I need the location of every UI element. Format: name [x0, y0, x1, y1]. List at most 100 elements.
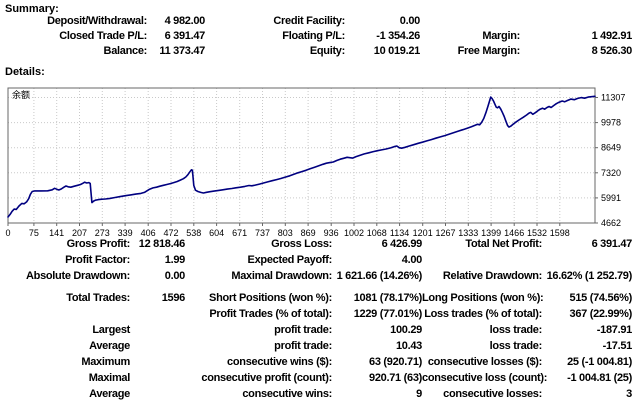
stat-value: 11 373.47 — [159, 45, 205, 57]
stat-value: 1081 (78.17%) — [353, 292, 423, 304]
stat-value — [130, 338, 185, 354]
stat-label: Total Net Profit: — [465, 238, 542, 250]
stat-label: Maximal Drawdown: — [231, 270, 332, 282]
balance-line — [7, 95, 596, 218]
x-tick-label: 1068 — [367, 228, 387, 238]
stat-value — [130, 354, 185, 370]
stat-label: loss trade: — [489, 340, 543, 352]
stat-label: Profit Trades (% of total): — [209, 308, 332, 320]
stat-value: 25 (-1 004.81) — [567, 356, 632, 368]
x-tick-label: 1267 — [435, 228, 455, 238]
stat-label: Total Trades: — [66, 292, 130, 304]
stat-value — [520, 14, 632, 29]
stat-value: 1 492.91 — [591, 30, 633, 42]
x-tick-label: 1201 — [413, 228, 433, 238]
stat-value: 4.00 — [401, 254, 423, 266]
stat-label: Average — [89, 388, 130, 400]
x-tick-label: 1002 — [344, 228, 364, 238]
x-tick-label: 472 — [163, 228, 178, 238]
stat-value: -1 354.26 — [376, 30, 420, 42]
stat-value: 16.62% (1 252.79) — [546, 270, 633, 282]
stat-label: Credit Facility: — [273, 15, 345, 27]
stat-value: 1229 (77.01%) — [353, 308, 423, 320]
stat-label: loss trade: — [489, 324, 543, 336]
table-row: Deposit/Withdrawal: 4 982.00 Credit Facili… — [0, 14, 632, 29]
stat-label: Maximum — [81, 356, 130, 368]
stat-label: Largest — [92, 324, 130, 336]
stat-label: Deposit/Withdrawal: — [47, 15, 147, 27]
stat-label: Gross Profit: — [66, 238, 131, 250]
y-tick-label: 11307 — [601, 93, 625, 103]
x-tick-label: 1333 — [458, 228, 478, 238]
stat-value: 6 391.47 — [164, 30, 206, 42]
table-row: Gross Profit: 12 818.46 Gross Loss: 6 426.9… — [0, 236, 633, 252]
chart-legend-label: 余额 — [12, 89, 30, 100]
x-tick-label: 207 — [72, 228, 87, 238]
x-tick-label: 1134 — [390, 228, 409, 238]
table-row: Closed Trade P/L: 6 391.47 Floating P/L: -1… — [0, 29, 632, 44]
x-tick-label: 1598 — [550, 228, 570, 238]
stat-value — [130, 322, 185, 338]
y-tick-label: 5991 — [601, 193, 621, 203]
x-tick-label: 671 — [232, 228, 247, 238]
stat-label: Equity: — [309, 45, 345, 57]
y-tick-label: 7320 — [601, 168, 621, 178]
x-tick-label: 406 — [141, 228, 156, 238]
table-row: Profit Factor: 1.99 Expected Payoff: 4.00 — [0, 252, 632, 268]
table-row: Average consecutive wins: 9 consecutive los… — [0, 386, 632, 402]
details-table: Gross Profit: 12 818.46 Gross Loss: 6 426.9… — [0, 236, 632, 402]
stat-label: profit trade: — [274, 340, 332, 352]
stat-value: 6 391.47 — [591, 238, 633, 250]
x-tick-label: 1399 — [481, 228, 501, 238]
stat-label: Average — [89, 340, 130, 352]
x-tick-label: 604 — [209, 228, 224, 238]
stat-label: Closed Trade P/L: — [59, 30, 147, 42]
stat-value: 367 (22.99%) — [569, 308, 633, 320]
stat-label: consecutive loss (count): — [422, 372, 548, 384]
stat-label: Short Positions (won %): — [209, 292, 332, 304]
table-row: Average profit trade: 10.43 loss trade: -17.… — [0, 338, 632, 354]
stat-label: consecutive losses ($): — [427, 356, 542, 368]
stat-label: consecutive losses: — [443, 388, 542, 400]
stat-label: Absolute Drawdown: — [26, 270, 130, 282]
stat-label: Maximal — [88, 372, 131, 384]
stat-label: Margin: — [482, 30, 520, 42]
table-row: Maximal consecutive profit (count): 920.71… — [0, 370, 633, 386]
stat-value: 8 526.30 — [591, 45, 633, 57]
stat-value: -187.91 — [596, 324, 633, 336]
stat-label: consecutive wins: — [242, 388, 332, 400]
stat-label: Relative Drawdown: — [442, 270, 542, 282]
stat-value — [130, 370, 185, 386]
stat-label: consecutive wins ($): — [227, 356, 332, 368]
stat-value: 515 (74.56%) — [569, 292, 633, 304]
x-tick-label: 538 — [186, 228, 201, 238]
stat-label: Profit Factor: — [65, 254, 130, 266]
table-row: Largest profit trade: 100.29 loss trade: -18… — [0, 322, 632, 338]
stat-value: 63 (920.71) — [369, 356, 422, 368]
stat-value: -1 004.81 (25) — [567, 372, 632, 384]
balance-chart: 0 75 141 207 273 339 406 472 538 604 671 737 803 869 9… — [5, 87, 625, 238]
stat-value: 10 019.21 — [373, 45, 421, 57]
x-tick-label: 1466 — [504, 228, 524, 238]
stat-value: 0.00 — [399, 15, 421, 27]
stat-label — [422, 252, 542, 268]
stat-label — [420, 14, 520, 29]
stat-value: 12 818.46 — [138, 238, 186, 250]
stat-value: 1596 — [161, 292, 186, 304]
stat-label: profit trade: — [274, 324, 332, 336]
x-tick-label: 0 — [5, 228, 10, 238]
stat-value — [542, 252, 632, 268]
x-tick-label: 936 — [324, 228, 339, 238]
table-row: Absolute Drawdown: 0.00 Maximal Drawdown: 1… — [0, 268, 632, 284]
stat-value: 6 426.99 — [381, 238, 423, 250]
stat-label: Expected Payoff: — [247, 254, 333, 266]
stat-label: Loss trades (% of total): — [424, 308, 542, 320]
stat-value: 920.71 (63) — [369, 372, 422, 384]
stat-value: 3 — [626, 388, 632, 400]
stat-value: 4 982.00 — [164, 15, 206, 27]
x-tick-label: 869 — [301, 228, 316, 238]
stat-value: 1.99 — [164, 254, 186, 266]
stat-value — [130, 306, 185, 322]
stat-label: consecutive profit (count): — [201, 372, 332, 384]
summary-heading: Summary: — [5, 3, 59, 15]
